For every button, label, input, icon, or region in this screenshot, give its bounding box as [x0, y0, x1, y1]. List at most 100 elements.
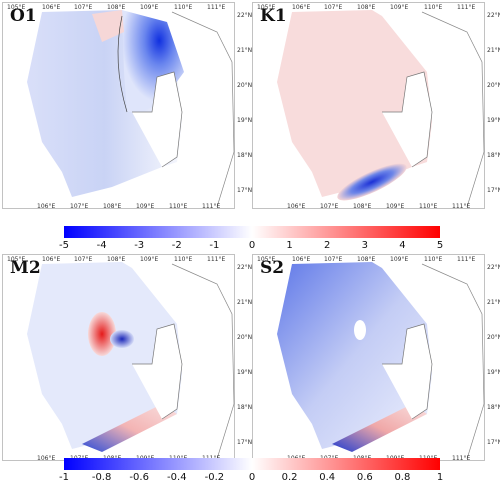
colorbar-top-ticks: -5 -4 -3 -2 -1 0 1 2 3 4 5 — [59, 240, 444, 254]
lat-ticks: 22°N 21°N 20°N 19°N 18°N 17°N — [487, 12, 500, 194]
tick: 110°E — [174, 256, 192, 263]
tick: 19°N — [487, 369, 500, 376]
panel-label: S2 — [260, 258, 285, 278]
top-ticks: 105°E 106°E 107°E 108°E 109°E 110°E 111°… — [257, 256, 475, 263]
frame — [252, 2, 485, 209]
tick: 110°E — [424, 256, 442, 263]
tick: 109°E — [386, 203, 404, 210]
tick: 108°E — [103, 203, 121, 210]
amphidromic-point — [354, 320, 366, 340]
coastline — [421, 11, 485, 208]
tick: 109°E — [140, 256, 158, 263]
hainan-island — [132, 323, 183, 420]
cbar-tick: -0.4 — [167, 472, 187, 483]
tick: 106°E — [287, 203, 305, 210]
cbar-tick: -4 — [96, 240, 107, 251]
colorbar-bottom-ticks: -1 -0.8 -0.6 -0.4 -0.2 0 0.2 0.4 0.6 0.8… — [59, 472, 444, 486]
cbar-tick: 0.4 — [319, 472, 336, 483]
coastline — [421, 263, 485, 460]
colorbar-bottom — [64, 458, 440, 470]
cbar-tick: 1 — [436, 472, 444, 483]
bottom-ticks: 106°E 107°E 108°E 109°E 110°E 111°E — [37, 203, 220, 210]
tick: 20°N — [237, 82, 252, 89]
cbar-tick: 0 — [248, 240, 256, 251]
tick: 106°E — [292, 4, 310, 11]
tick: 108°E — [353, 203, 371, 210]
tick: 21°N — [487, 47, 500, 54]
tick: 17°N — [487, 187, 500, 194]
cbar-tick: 0 — [248, 472, 256, 483]
lat-ticks: 22°N 21°N 20°N 19°N 18°N 17°N — [237, 264, 252, 446]
cbar-tick: -0.2 — [204, 472, 225, 483]
panel-label: O1 — [10, 6, 37, 26]
tick: 18°N — [487, 404, 500, 411]
tick: 107°E — [320, 203, 338, 210]
tick: 111°E — [207, 256, 225, 263]
tick: 105°E — [257, 4, 275, 11]
tick: 109°E — [390, 4, 408, 11]
tick: 108°E — [107, 256, 125, 263]
tick: 105°E — [7, 256, 25, 263]
cbar-tick: 5 — [436, 240, 444, 251]
panel-k1: 105°E 106°E 107°E 108°E 109°E 110°E 111°… — [252, 2, 500, 212]
tick: 107°E — [70, 203, 88, 210]
cbar-tick: 3 — [361, 240, 368, 251]
tick: 109°E — [140, 4, 158, 11]
tick: 108°E — [107, 4, 125, 11]
cbar-tick: -2 — [171, 240, 182, 251]
tick: 106°E — [42, 4, 60, 11]
tick: 106°E — [42, 256, 60, 263]
tick: 18°N — [237, 152, 252, 159]
colorbar-top — [64, 226, 440, 238]
tick: 111°E — [452, 455, 470, 462]
tick: 111°E — [202, 203, 220, 210]
cbar-tick: -1 — [209, 240, 220, 251]
tick: 107°E — [74, 4, 92, 11]
gulf-sea-field — [277, 10, 432, 197]
tick: 107°E — [324, 4, 342, 11]
tick: 22°N — [487, 12, 500, 19]
tick: 108°E — [357, 256, 375, 263]
tick: 17°N — [487, 439, 500, 446]
coastline — [171, 263, 235, 460]
panel-label: M2 — [10, 258, 41, 278]
hainan-island — [382, 71, 433, 168]
tick: 106°E — [292, 256, 310, 263]
panel-s2: 105°E 106°E 107°E 108°E 109°E 110°E 111°… — [252, 254, 500, 464]
cbar-tick: -3 — [134, 240, 145, 251]
tick: 107°E — [324, 256, 342, 263]
cbar-tick: -0.6 — [129, 472, 149, 483]
tick: 111°E — [452, 203, 470, 210]
frame — [2, 2, 235, 209]
cbar-tick: 0.2 — [281, 472, 298, 483]
tick: 110°E — [424, 4, 442, 11]
cbar-tick: -0.8 — [91, 472, 112, 483]
cbar-tick: -1 — [59, 472, 69, 483]
gulf-sea-field — [277, 262, 432, 449]
cbar-tick: 1 — [286, 240, 293, 251]
tick: 22°N — [237, 264, 252, 271]
tick: 110°E — [169, 203, 187, 210]
cbar-tick: 0.8 — [394, 472, 411, 483]
panel-label: K1 — [260, 6, 287, 26]
tick: 105°E — [257, 256, 275, 263]
tick: 20°N — [487, 82, 500, 89]
tick: 110°E — [174, 4, 192, 11]
bottom-ticks: 106°E 107°E 108°E 109°E 110°E 111°E — [287, 203, 470, 210]
tick: 106°E — [37, 203, 55, 210]
tick: 21°N — [237, 47, 252, 54]
tick: 20°N — [237, 334, 252, 341]
southern-band — [332, 404, 427, 452]
tick: 109°E — [136, 203, 154, 210]
cbar-tick: 0.6 — [356, 472, 373, 483]
tick: 22°N — [237, 12, 252, 19]
hainan-island — [132, 71, 183, 168]
tick: 108°E — [357, 4, 375, 11]
tick: 111°E — [457, 4, 475, 11]
panel-o1: 105°E 106°E 107°E 108°E 109°E 110°E 111°… — [2, 2, 252, 212]
tick: 21°N — [237, 299, 252, 306]
tick: 106°E — [37, 455, 55, 462]
top-ticks: 105°E 106°E 107°E 108°E 109°E 110°E 111°… — [7, 4, 225, 11]
top-ticks: 105°E 106°E 107°E 108°E 109°E 110°E 111°… — [257, 4, 475, 11]
negative-anomaly — [337, 163, 407, 201]
